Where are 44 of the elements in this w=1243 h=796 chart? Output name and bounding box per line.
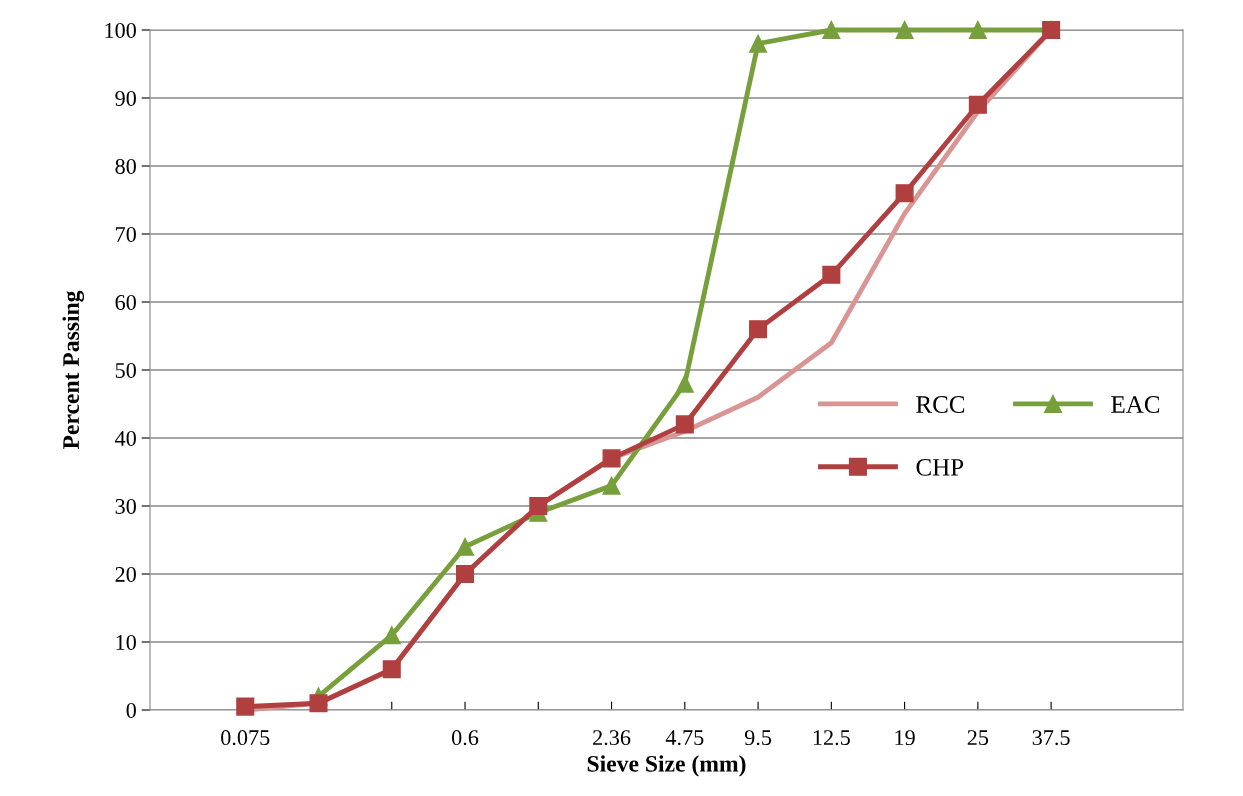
legend-label: RCC: [916, 396, 965, 413]
legend-label: EAC: [1111, 396, 1160, 413]
x-tick-label: 2.36: [593, 730, 631, 746]
y-tick-label: 90: [115, 90, 136, 106]
x-tick-label: 0.6: [451, 730, 479, 746]
x-axis-title: Sieve Size (mm): [587, 755, 746, 777]
point: [822, 265, 841, 284]
point: [529, 496, 548, 516]
x-tick-label: 25: [967, 730, 989, 746]
x-tick-label: 19: [895, 730, 915, 746]
y-tick-label: 20: [115, 566, 136, 582]
y-tick-label: 0: [126, 702, 136, 718]
y-tick-label: 80: [115, 158, 136, 174]
point: [309, 694, 328, 713]
y-tick-label: 60: [115, 294, 136, 310]
point: [968, 20, 987, 40]
point: [455, 537, 475, 556]
point: [236, 697, 255, 716]
point: [895, 20, 914, 40]
y-tick-label: 30: [115, 498, 136, 514]
y-tick-label: 40: [115, 430, 136, 446]
point: [968, 95, 987, 114]
x-tick-label: 12.5: [813, 730, 850, 746]
y-tick-label: 50: [115, 362, 136, 378]
x-tick-label: 0.075: [221, 730, 270, 746]
point: [382, 660, 401, 679]
y-axis-title: Percent Passing: [62, 290, 85, 450]
x-tick-label: 4.75: [665, 730, 704, 746]
point: [382, 626, 401, 645]
y-tick-label: 10: [116, 634, 136, 650]
point: [749, 34, 768, 53]
legend-label: CHP: [916, 458, 964, 476]
point: [602, 449, 621, 468]
x-tick-label: 37.5: [1032, 730, 1070, 746]
y-tick-label: 100: [105, 22, 136, 38]
point: [822, 20, 841, 40]
point: [749, 320, 768, 339]
point: [455, 564, 475, 584]
point: [602, 476, 621, 495]
point: [675, 415, 694, 434]
point: [675, 374, 694, 393]
x-tick-label: 9.5: [744, 730, 772, 746]
point: [895, 184, 914, 203]
y-tick-label: 70: [116, 226, 136, 242]
